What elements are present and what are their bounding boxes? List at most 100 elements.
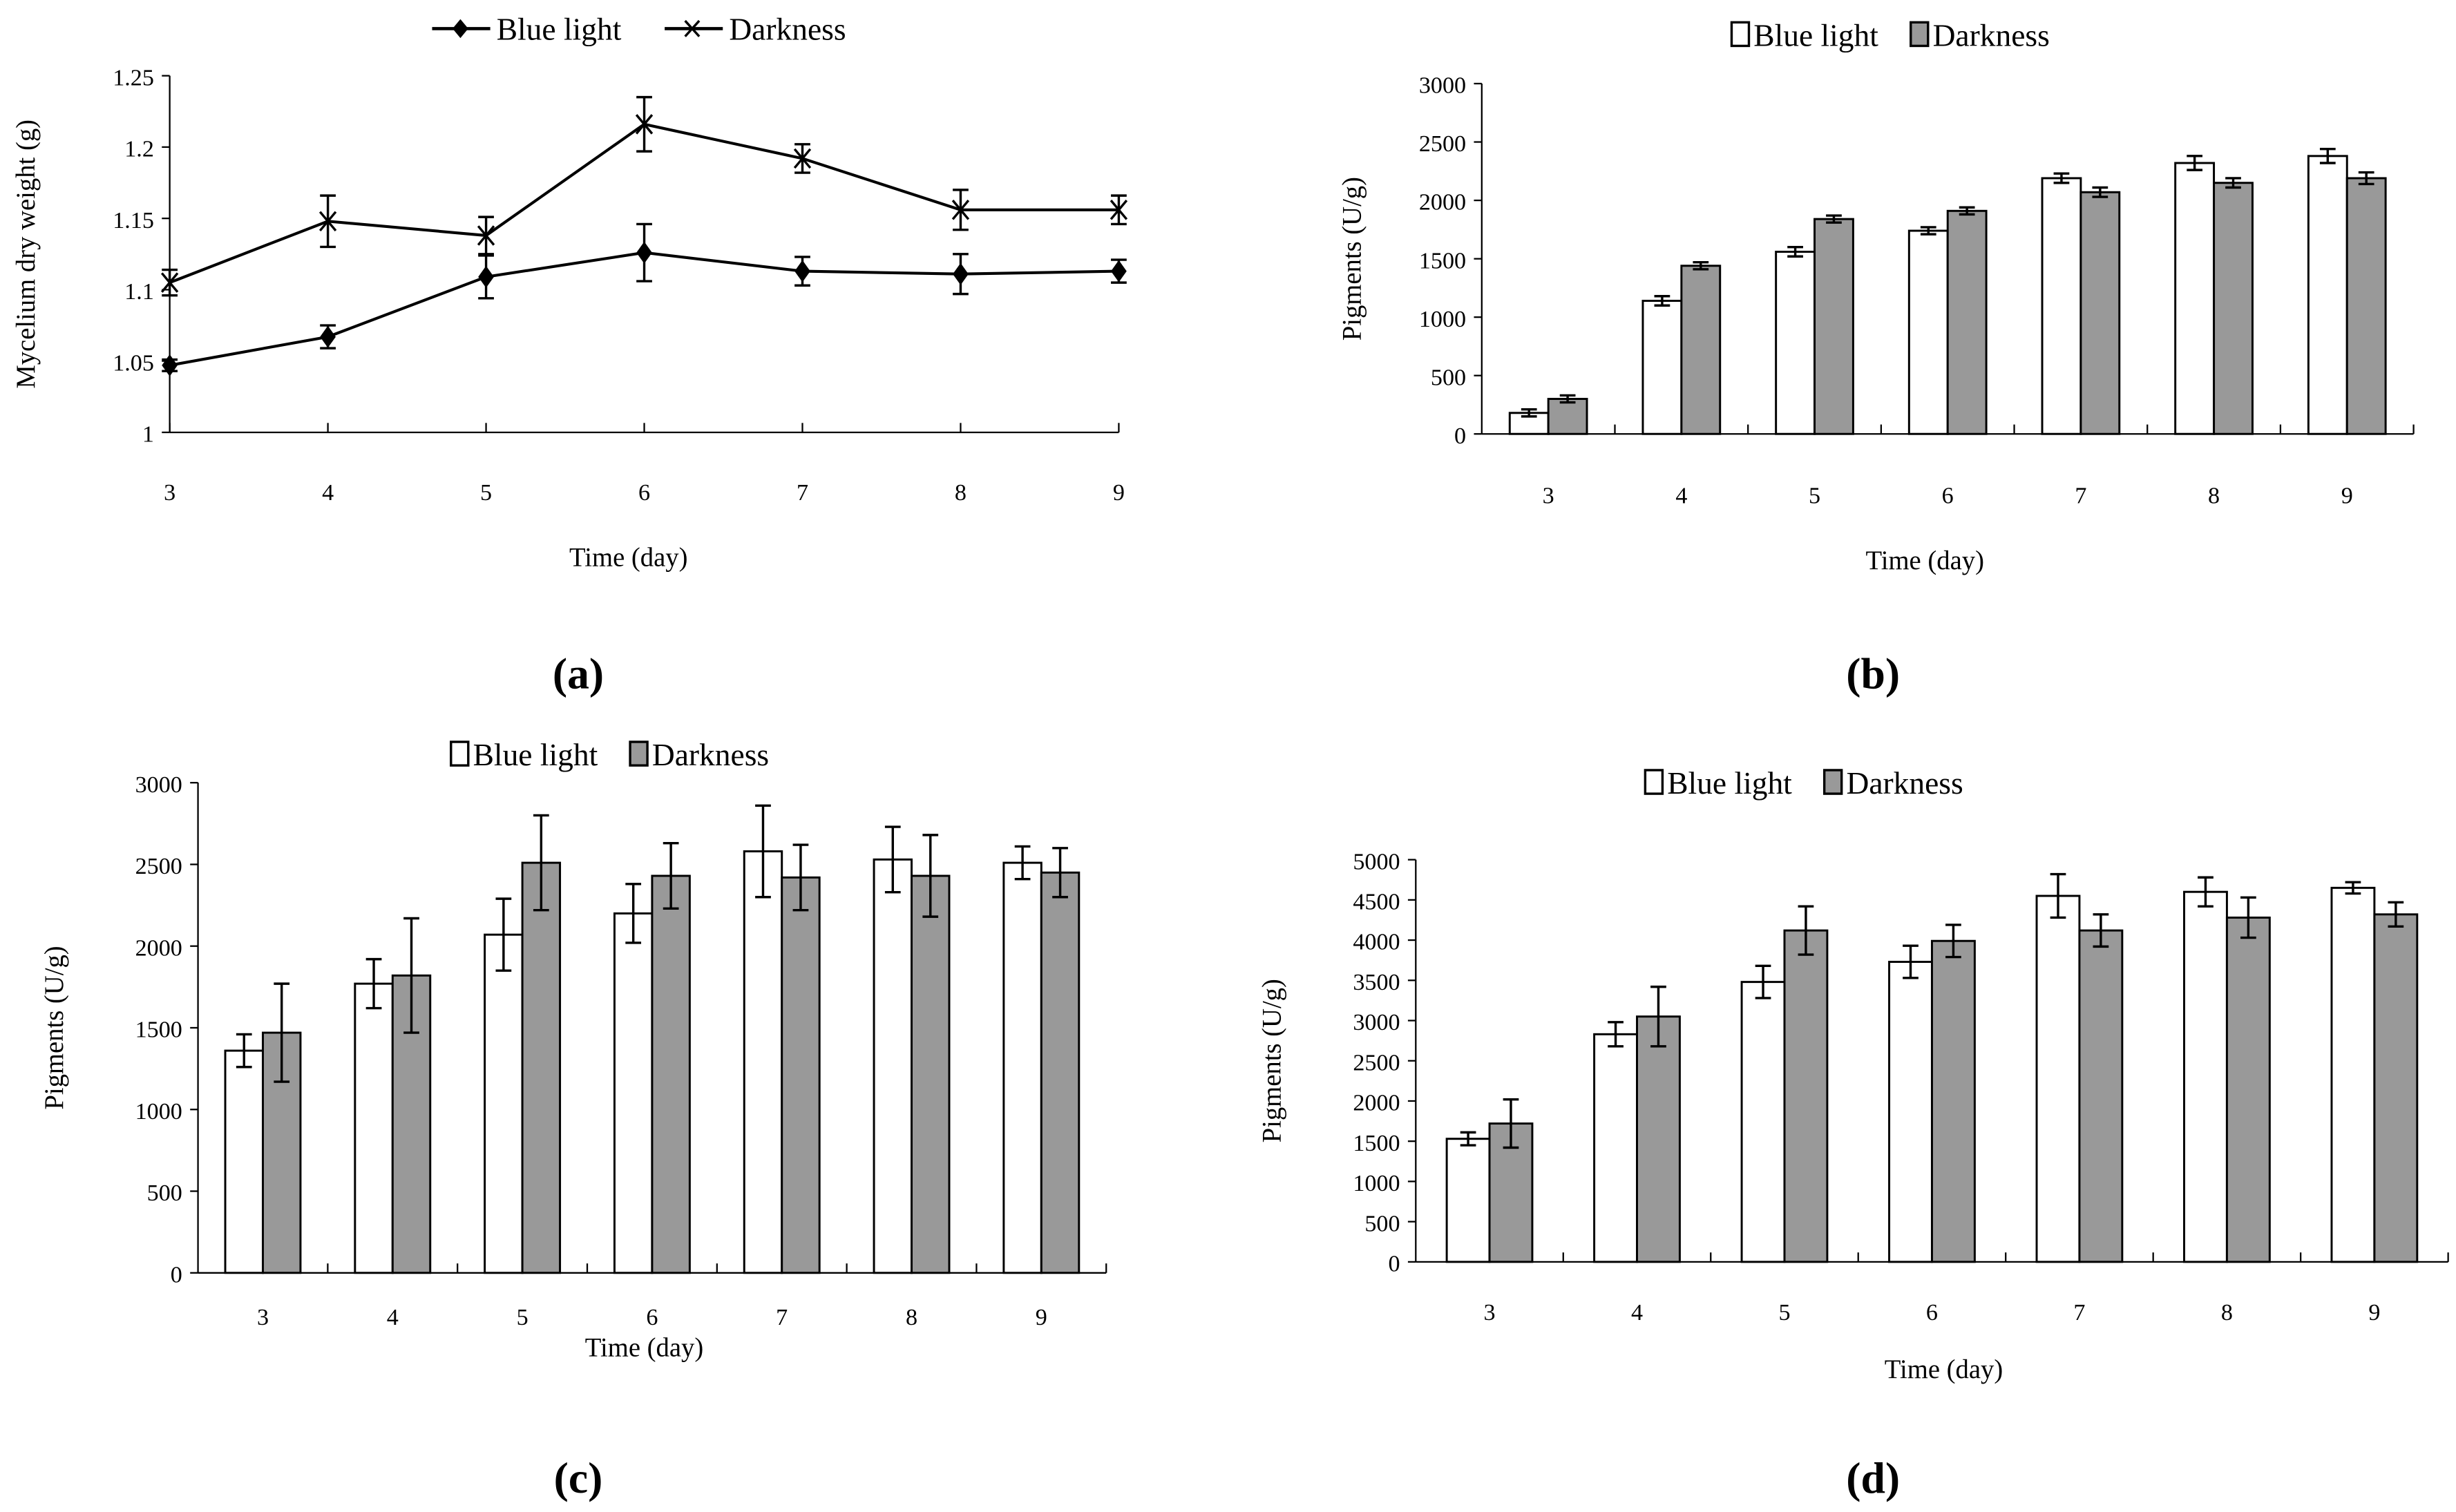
- error-bar: [1945, 924, 1961, 959]
- bar: [911, 874, 951, 1274]
- x-tick-label: 6: [646, 1305, 658, 1330]
- error-bar: [1903, 944, 1919, 979]
- data-point-diamond: [478, 265, 494, 288]
- legend-label: Blue light: [1753, 17, 1878, 52]
- error-bar: [922, 834, 939, 918]
- bar: [1946, 209, 1988, 435]
- error-bar: [1650, 985, 1666, 1048]
- legend: Blue light Darkness: [432, 11, 846, 46]
- error-bar: [495, 897, 512, 972]
- y-tick-label: 1.25: [113, 65, 154, 90]
- caption: (c): [554, 1453, 603, 1502]
- bar: [1593, 1033, 1638, 1263]
- bar: [651, 874, 691, 1274]
- legend: Blue light Darkness: [1644, 765, 1963, 801]
- bar: [521, 861, 562, 1274]
- y-tick-label: 4000: [1353, 930, 1400, 955]
- error-bar: [1798, 905, 1814, 956]
- error-bar: [2388, 901, 2404, 928]
- error-bar: [236, 1033, 252, 1069]
- y-tick-label: 500: [1364, 1211, 1400, 1236]
- y-tick-label: 2000: [1353, 1091, 1400, 1116]
- x-tick-label: 4: [1631, 1300, 1643, 1326]
- error-bar: [1014, 845, 1031, 881]
- caption: (b): [1846, 649, 1900, 698]
- error-bar: [1052, 847, 1068, 899]
- bar: [1888, 961, 1933, 1263]
- bar: [781, 876, 821, 1274]
- x-tick-label: 5: [480, 480, 492, 506]
- bar: [2041, 177, 2082, 435]
- x-tick-label: 6: [1942, 483, 1954, 508]
- data-point-x: [477, 225, 495, 246]
- y-tick-label: 500: [147, 1180, 182, 1206]
- data-point-diamond: [1111, 260, 1127, 283]
- x-tick-label: 4: [387, 1305, 399, 1330]
- legend-swatch: [1730, 21, 1751, 48]
- data-point-x: [1110, 200, 1128, 220]
- y-tick-label: 1000: [135, 1099, 182, 1125]
- chart-d: 0 500 1000 1500 2000 2500 3000 3500 4000 4500 5000…: [1258, 765, 2449, 1502]
- y-tick-label: 1500: [135, 1017, 182, 1043]
- data-point-diamond: [953, 262, 969, 285]
- error-bar: [2050, 872, 2066, 919]
- error-bar: [792, 843, 809, 912]
- bar: [2345, 177, 2387, 435]
- y-tick-label: 1.1: [124, 279, 154, 305]
- bar: [354, 982, 394, 1274]
- chart-c: 0 500 1000 1500 2000 2500 3000 3 4 5 6 7 8 9 Time (day…: [40, 737, 1107, 1502]
- y-tick-label: 500: [1431, 365, 1466, 390]
- data-point-diamond: [794, 260, 810, 283]
- bar: [1783, 929, 1829, 1263]
- x-axis-label: Time (day): [585, 1333, 703, 1362]
- series-blue-light: [1508, 147, 2348, 435]
- bar: [2174, 162, 2216, 435]
- y-tick-label: 5000: [1353, 849, 1400, 874]
- data-point-diamond: [636, 241, 652, 264]
- y-tick-label: 1.2: [124, 137, 154, 162]
- data-point-diamond: [320, 325, 336, 348]
- x-tick-label: 7: [2075, 483, 2086, 508]
- bar: [1740, 981, 1786, 1263]
- y-tick-label: 1000: [1419, 307, 1466, 332]
- bar: [2225, 916, 2271, 1263]
- x-tick-label: 7: [2073, 1300, 2085, 1326]
- bar: [1547, 398, 1588, 435]
- error-bar: [2092, 186, 2108, 198]
- legend-swatch: [629, 740, 649, 767]
- y-axis-label: Pigments (U/g): [40, 946, 69, 1109]
- error-bar: [2319, 147, 2336, 164]
- x-tick-label: 3: [1543, 483, 1554, 508]
- x-tick-label: 9: [2341, 483, 2353, 508]
- series-darkness: [1547, 171, 2387, 435]
- bar: [2307, 155, 2348, 435]
- error-bar: [1654, 295, 1670, 307]
- x-tick-label: 3: [164, 480, 175, 506]
- error-bar: [884, 825, 901, 894]
- bar: [613, 912, 654, 1274]
- series-blue-light: [162, 222, 1127, 376]
- x-tick-label: 6: [1926, 1300, 1938, 1326]
- error-bar: [2225, 177, 2241, 189]
- y-tick-label: 2500: [135, 854, 182, 879]
- error-bar: [274, 982, 290, 1083]
- bar: [1907, 229, 1949, 435]
- series-darkness: [262, 814, 1081, 1274]
- error-bar: [2240, 896, 2256, 939]
- x-tick-label: 7: [797, 480, 808, 506]
- error-bar: [2358, 171, 2374, 186]
- x-tick-label: 6: [638, 480, 650, 506]
- legend-swatch: [1822, 769, 1843, 795]
- x-tick-label: 9: [2368, 1300, 2380, 1326]
- x-tick-label: 5: [517, 1305, 529, 1330]
- x-tick-label: 8: [955, 480, 967, 506]
- caption: (d): [1846, 1453, 1900, 1502]
- data-point-x: [951, 200, 970, 220]
- error-bar: [1521, 408, 1537, 418]
- bar: [1930, 939, 1976, 1263]
- bar: [2373, 913, 2419, 1263]
- bar: [484, 933, 524, 1274]
- y-tick-label: 2500: [1419, 131, 1466, 157]
